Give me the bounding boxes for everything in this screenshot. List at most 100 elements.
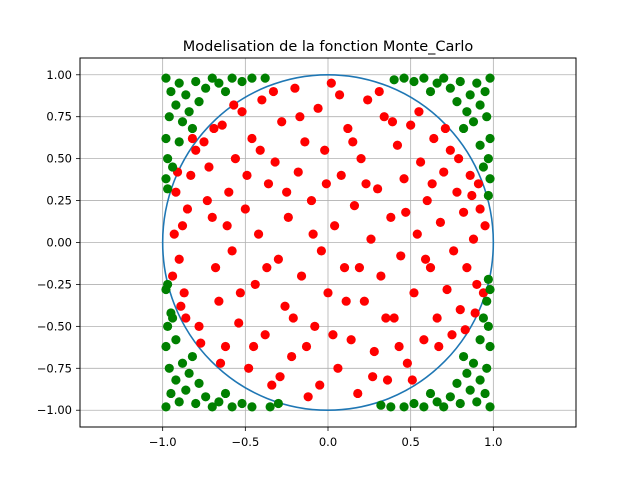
scatter-point-s0-124: [368, 372, 378, 382]
scatter-point-s0-105: [242, 170, 252, 181]
scatter-point-s0-13: [217, 120, 227, 130]
scatter-point-s0-3: [174, 254, 184, 264]
scatter-point-s1-51: [164, 363, 174, 373]
scatter-point-s0-132: [420, 254, 431, 264]
scatter-point-s1-46: [458, 123, 469, 134]
scatter-point-s1-14: [214, 78, 224, 88]
scatter-point-s0-51: [343, 123, 353, 134]
scatter-point-s0-63: [382, 375, 393, 385]
scatter-point-s0-64: [386, 212, 396, 222]
scatter-point-s0-113: [295, 112, 305, 122]
scatter-point-s1-45: [468, 117, 479, 127]
scatter-point-s1-15: [220, 86, 231, 97]
scatter-point-s0-112: [288, 313, 298, 323]
scatter-point-s0-120: [341, 296, 351, 306]
scatter-point-s0-101: [215, 358, 226, 368]
scatter-point-s0-130: [407, 375, 417, 385]
scatter-point-s0-82: [445, 145, 455, 155]
scatter-point-s1-31: [472, 78, 482, 88]
scatter-point-s1-94: [458, 351, 469, 362]
scatter-point-s0-110: [275, 372, 285, 382]
scatter-point-s0-133: [427, 179, 437, 189]
scatter-point-s1-47: [475, 140, 485, 150]
scatter-point-s0-115: [308, 229, 318, 239]
scatter-point-s1-48: [161, 402, 171, 412]
scatter-point-s0-0: [171, 187, 181, 197]
scatter-point-s1-97: [273, 398, 283, 409]
scatter-point-s0-128: [394, 341, 404, 352]
scatter-point-s1-30: [478, 162, 489, 172]
scatter-point-s0-4: [179, 288, 189, 298]
scatter-point-s1-60: [201, 392, 211, 402]
scatter-point-s0-11: [210, 263, 221, 273]
scatter-point-s0-37: [296, 271, 307, 281]
scatter-point-s0-46: [326, 78, 336, 88]
scatter-point-s1-70: [187, 351, 198, 362]
scatter-point-s1-86: [432, 397, 442, 407]
scatter-point-s0-136: [447, 330, 457, 340]
scatter-point-s1-78: [478, 313, 489, 323]
scatter-point-s1-26: [475, 100, 485, 110]
scatter-point-s1-103: [166, 308, 176, 318]
scatter-point-s1-0: [161, 73, 171, 83]
x-tick-label-3: 0.5: [402, 435, 420, 449]
scatter-point-s0-131: [414, 107, 424, 117]
scatter-point-s0-14: [220, 341, 231, 352]
scatter-point-s1-22: [187, 123, 198, 134]
scatter-point-s0-109: [268, 86, 279, 97]
scatter-point-s0-66: [392, 140, 403, 150]
scatter-point-s0-75: [422, 195, 432, 206]
scatter-point-s1-39: [425, 86, 436, 97]
scatter-point-s0-45: [323, 288, 333, 298]
scatter-point-s0-83: [449, 246, 459, 256]
scatter-point-s0-21: [244, 363, 254, 373]
scatter-point-s0-7: [194, 321, 204, 331]
scatter-point-s1-52: [161, 341, 171, 352]
scatter-point-s1-35: [452, 97, 462, 107]
scatter-point-s0-34: [287, 351, 297, 362]
scatter-point-s1-73: [480, 388, 490, 399]
scatter-point-s1-40: [419, 73, 429, 83]
scatter-point-s1-21: [177, 117, 188, 127]
scatter-point-s1-3: [164, 112, 174, 122]
scatter-point-s0-126: [381, 313, 391, 323]
scatter-point-s0-98: [196, 338, 206, 348]
y-tick-label-0: −1.00: [37, 403, 72, 417]
scatter-point-s0-118: [328, 330, 338, 340]
scatter-point-s1-42: [399, 73, 409, 83]
scatter-point-s0-117: [321, 179, 331, 189]
scatter-point-s0-8: [199, 137, 209, 147]
scatter-point-s1-50: [171, 375, 181, 385]
scatter-point-s1-11: [194, 97, 204, 107]
scatter-point-s0-79: [435, 217, 446, 227]
scatter-point-s0-100: [209, 123, 219, 134]
x-tick-label-4: 1.0: [484, 435, 502, 449]
scatter-point-s0-42: [313, 103, 323, 113]
scatter-point-s0-12: [214, 296, 224, 306]
scatter-point-s0-77: [429, 133, 439, 144]
scatter-point-s0-31: [277, 117, 287, 127]
scatter-point-s0-125: [374, 86, 384, 97]
scatter-point-s1-85: [439, 402, 449, 412]
scatter-point-s1-80: [465, 385, 475, 395]
scatter-point-s0-1: [177, 221, 188, 231]
y-axis-ticks: −1.00 −0.75 −0.50 −0.25 0.00 0.25 0.50 0.75 1.00: [37, 68, 80, 417]
scatter-point-s1-68: [163, 279, 173, 290]
scatter-point-s0-88: [465, 170, 475, 181]
scatter-point-s1-20: [163, 184, 173, 194]
scatter-point-s0-35: [290, 83, 300, 93]
scatter-point-s0-85: [455, 304, 465, 315]
scatter-point-s1-72: [485, 402, 495, 412]
scatter-point-s0-74: [419, 335, 429, 345]
scatter-point-s0-22: [247, 133, 257, 144]
scatter-point-s1-62: [214, 397, 224, 407]
y-tick-label-7: 0.75: [46, 110, 72, 124]
scatter-point-s1-29: [483, 154, 493, 164]
scatter-point-s0-71: [409, 288, 419, 298]
scatter-point-s0-84: [452, 187, 462, 197]
scatter-point-s1-49: [166, 388, 176, 399]
scatter-point-s0-62: [379, 112, 389, 122]
scatter-point-s1-61: [207, 402, 217, 412]
scatter-point-s0-106: [249, 341, 259, 352]
